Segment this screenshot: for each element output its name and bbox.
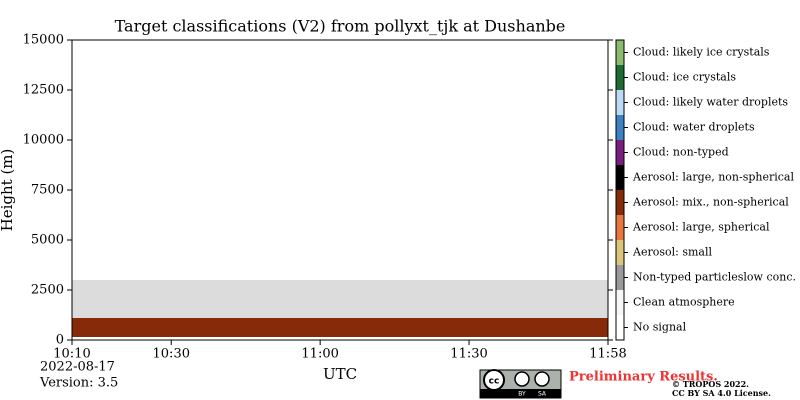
- y-tick-label: 15000: [23, 33, 64, 48]
- y-tick-label: 10000: [23, 133, 64, 148]
- legend-label: Cloud: likely ice crystals: [633, 46, 770, 59]
- colorbar-segment: [616, 90, 624, 115]
- colorbar-segment: [616, 115, 624, 140]
- date: 2022-08-17: [40, 360, 115, 375]
- y-tick-label: 0: [56, 333, 64, 348]
- version: Version: 3.5: [39, 376, 118, 391]
- legend-label: Cloud: likely water droplets: [633, 96, 788, 109]
- legend-label: Aerosol: large, non-spherical: [632, 171, 794, 184]
- colorbar-frame: [615, 39, 625, 341]
- legend-label: Cloud: non-typed: [633, 146, 729, 159]
- legend-label: Aerosol: large, spherical: [632, 221, 770, 234]
- license: CC BY SA 4.0 License.: [672, 388, 771, 398]
- colorbar-segment: [616, 240, 624, 265]
- legend-label: Aerosol: small: [632, 246, 712, 259]
- y-tick-label: 7500: [31, 183, 64, 198]
- x-axis-label: UTC: [323, 365, 357, 383]
- license-badge: cc BY SA: [479, 369, 562, 399]
- colorbar-segment: [616, 265, 624, 290]
- x-tick-label: 10:10: [53, 347, 90, 362]
- legend-label: Aerosol: mix., non-spherical: [632, 196, 789, 209]
- colorbar-segment: [616, 215, 624, 240]
- colorbar-segment: [616, 65, 624, 90]
- x-tick-label: 11:00: [301, 347, 338, 362]
- notice: Preliminary Results.: [569, 370, 718, 385]
- copyright: © TROPOS 2022.: [672, 379, 749, 389]
- legend-label: Non-typed particleslow conc.: [633, 271, 796, 284]
- chart-title: Target classifications (V2) from pollyxt…: [115, 17, 566, 36]
- colorbar-segment: [616, 190, 624, 215]
- y-tick-label: 2500: [31, 283, 64, 298]
- badge-text: SA: [538, 391, 547, 398]
- legend-label: Clean atmosphere: [633, 296, 735, 309]
- y-tick-label: 5000: [31, 233, 64, 248]
- colorbar-segment: [616, 40, 624, 65]
- badge-text: cc: [489, 377, 500, 387]
- class-layer: [72, 280, 608, 320]
- y-axis-label: Height (m): [0, 149, 16, 232]
- x-tick-label: 10:30: [153, 347, 190, 362]
- colorbar-segment: [616, 140, 624, 165]
- colorbar-segment: [616, 165, 624, 190]
- legend-label: No signal: [633, 321, 687, 334]
- x-tick-label: 11:58: [589, 347, 626, 362]
- badge-text: BY: [518, 391, 526, 398]
- legend-label: Cloud: ice crystals: [633, 71, 736, 84]
- y-tick-label: 12500: [23, 83, 64, 98]
- colorbar-segment: [616, 315, 624, 340]
- class-layer: [72, 318, 608, 337]
- x-tick-label: 11:30: [450, 347, 487, 362]
- colorbar-segment: [616, 290, 624, 315]
- legend-label: Cloud: water droplets: [633, 121, 755, 134]
